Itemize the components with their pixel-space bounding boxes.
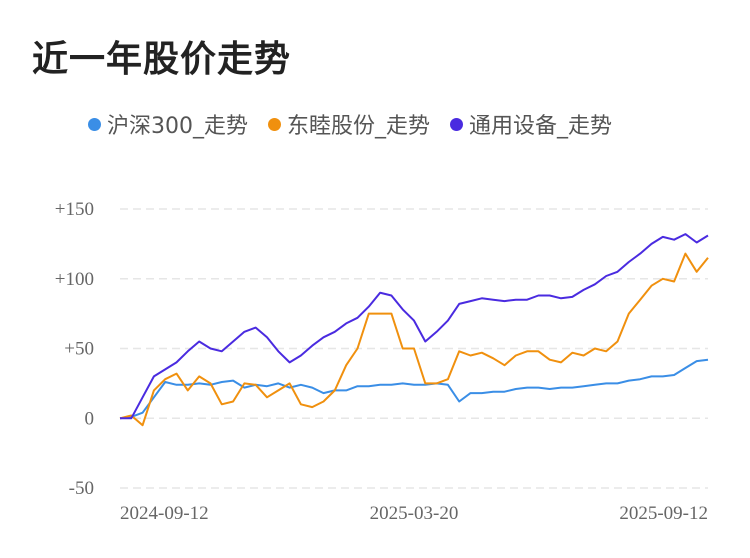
x-axis-ticks: 2024-09-12 2025-03-20 2025-09-12 xyxy=(120,503,708,524)
y-axis-ticks: +150 +100 +50 0 -50 xyxy=(55,199,94,499)
legend-dot-dongmu xyxy=(268,117,281,131)
y-tick-label: 0 xyxy=(85,408,95,429)
legend-dot-tongyong xyxy=(450,117,464,131)
legend-label-tongyong: 通用设备_走势 xyxy=(469,114,613,139)
x-tick-label: 2024-09-12 xyxy=(120,503,209,524)
y-tick-label: -50 xyxy=(69,478,94,499)
legend-item-tongyong[interactable]: 通用设备_走势 xyxy=(450,108,612,140)
legend-label-dongmu: 东睦股份_走势 xyxy=(287,114,431,139)
y-tick-label: +50 xyxy=(64,339,94,360)
y-tick-label: +150 xyxy=(55,199,94,220)
series-line-2 xyxy=(120,233,709,420)
legend-item-hs300[interactable]: 沪深300_走势 xyxy=(88,108,248,140)
y-tick-label: +100 xyxy=(55,269,94,290)
legend-dot-hs300 xyxy=(88,117,101,131)
series-lines xyxy=(119,233,709,427)
series-line-0 xyxy=(119,358,709,420)
series-line-1 xyxy=(119,252,709,427)
x-tick-label: 2025-03-20 xyxy=(370,503,459,524)
x-tick-label: 2025-09-12 xyxy=(619,503,708,524)
page-title: 近一年股价走势 xyxy=(32,39,292,80)
chart-legend: 沪深300_走势 东睦股份_走势 通用设备_走势 xyxy=(88,108,632,140)
legend-label-hs300: 沪深300_走势 xyxy=(107,114,248,139)
legend-item-dongmu[interactable]: 东睦股份_走势 xyxy=(268,108,430,140)
